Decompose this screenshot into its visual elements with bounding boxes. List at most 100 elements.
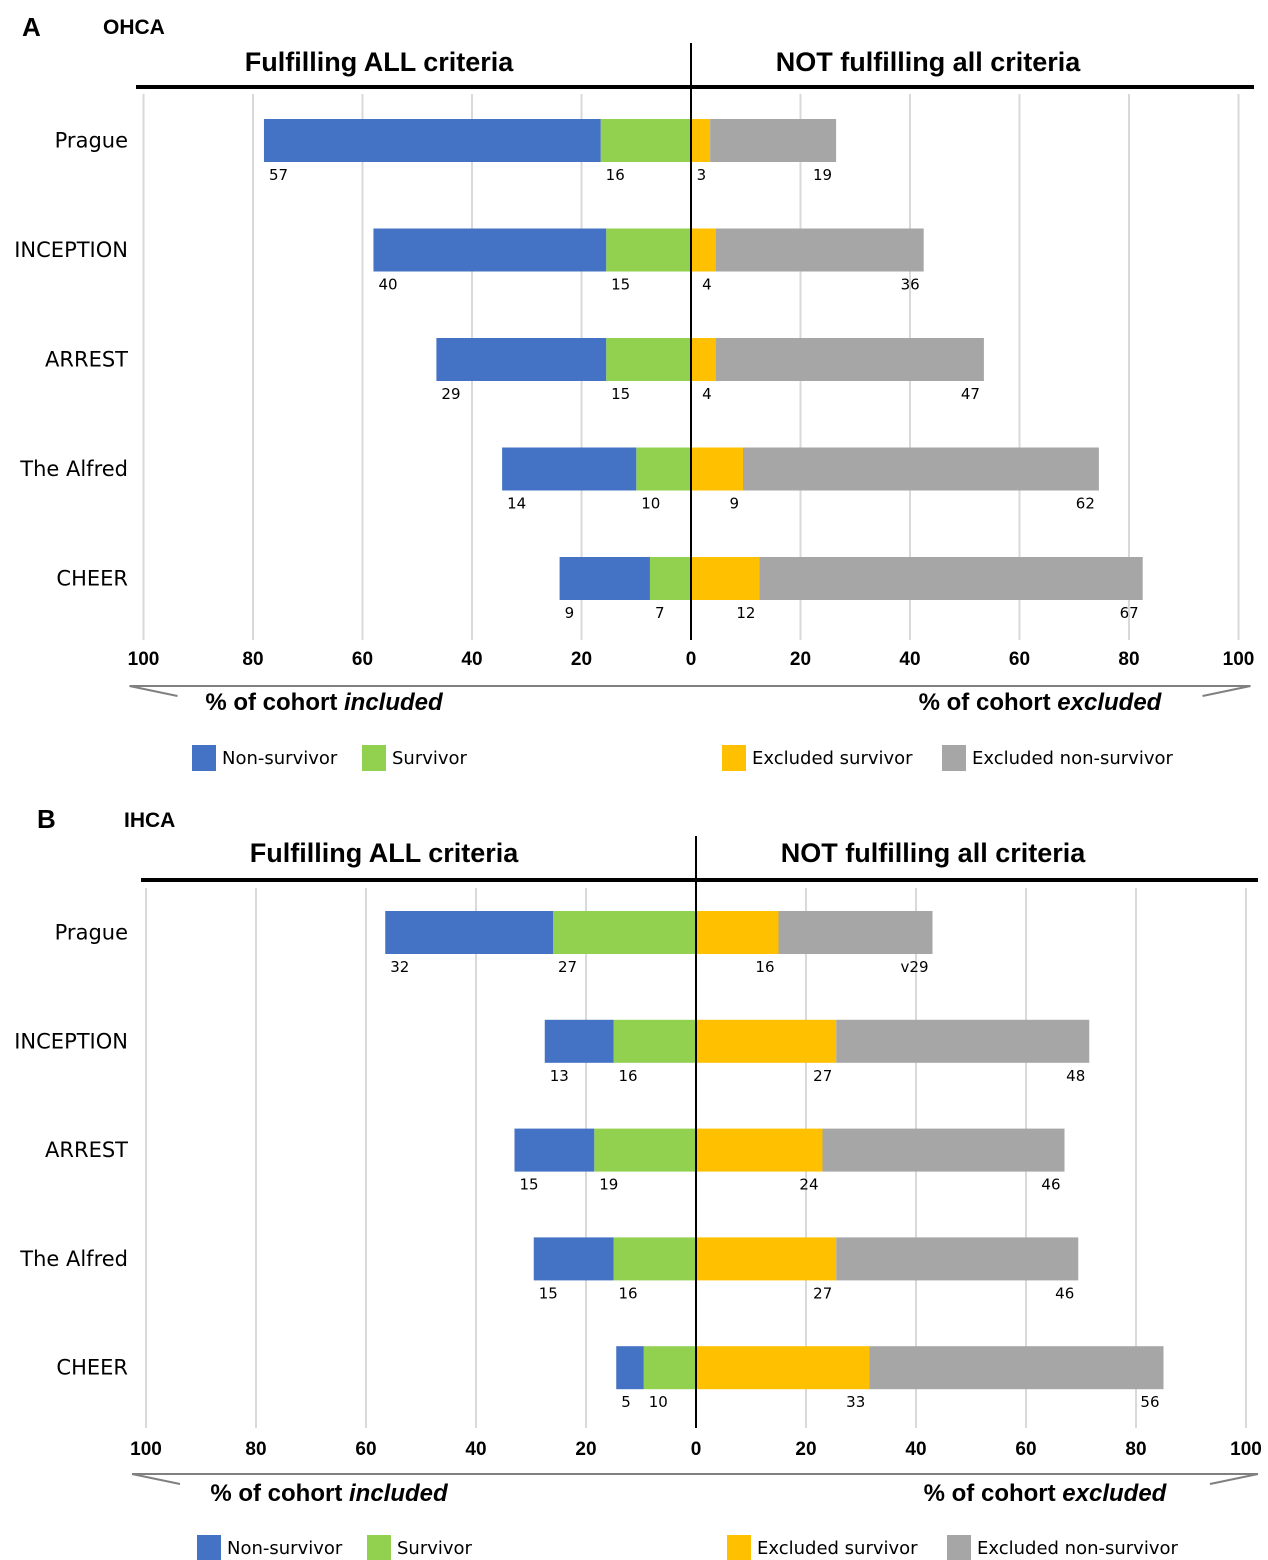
bar-survivor [649, 557, 691, 600]
data-label: 12 [736, 604, 755, 622]
data-label: 3 [697, 166, 707, 184]
bar-non-survivor [373, 228, 607, 272]
header-included: Fulfilling ALL criteria [250, 838, 520, 868]
data-label: 48 [1066, 1067, 1085, 1085]
tick-label: 60 [352, 649, 373, 670]
tick-label: 20 [790, 649, 811, 670]
data-label: 15 [611, 276, 630, 294]
tick-label: 20 [795, 1439, 816, 1460]
bar-survivor [594, 1128, 696, 1172]
legend-swatch [362, 745, 386, 771]
category-label: INCEPTION [14, 1029, 128, 1053]
data-label: 14 [507, 495, 526, 513]
data-label: 27 [813, 1284, 832, 1302]
tick-label: 60 [355, 1439, 376, 1460]
bar-excluded-non-survivor [715, 228, 924, 272]
data-label: 9 [729, 495, 739, 513]
data-label: 4 [702, 385, 712, 403]
category-label: CHEER [56, 1356, 128, 1380]
data-label: v29 [901, 958, 929, 976]
data-label: 29 [441, 385, 460, 403]
bar-non-survivor [514, 1128, 595, 1172]
category-label: INCEPTION [14, 238, 128, 262]
bar-excluded-survivor [696, 1128, 823, 1172]
bar-excluded-survivor [691, 557, 760, 600]
data-label: 13 [550, 1067, 569, 1085]
panel-a: A OHCA Fulfilling ALL criteria NOT fulfi… [14, 12, 1254, 771]
tick-label: 80 [245, 1439, 266, 1460]
bar-non-survivor [436, 338, 607, 381]
tick-label: 80 [1118, 649, 1139, 670]
data-label: 15 [539, 1284, 558, 1302]
legend-label: Excluded non-survivor [977, 1538, 1178, 1559]
bar-excluded-non-survivor [778, 911, 933, 954]
legend-label: Non-survivor [227, 1538, 343, 1559]
legend-swatch [722, 745, 746, 771]
bar-excluded-survivor [691, 119, 711, 162]
plot-area: Prague 27 32 16 v29 INCEPTION 16 13 27 48 ARREST 19… [14, 836, 1262, 1560]
tick-label: 40 [905, 1439, 926, 1460]
legend-label: Non-survivor [222, 748, 338, 769]
legend-swatch [192, 745, 216, 771]
data-label: 57 [269, 166, 288, 184]
bar-non-survivor [502, 447, 637, 491]
tick-label: 80 [1125, 1439, 1146, 1460]
bar-survivor [643, 1346, 696, 1390]
data-label: 32 [390, 958, 409, 976]
data-label: 10 [649, 1393, 668, 1411]
legend-label: Survivor [397, 1538, 473, 1559]
bar-excluded-non-survivor [743, 447, 1099, 491]
axis-caption-included: % of cohort included [210, 1480, 449, 1507]
legend-label: Survivor [392, 748, 468, 769]
category-label: The Alfred [19, 1247, 128, 1271]
bar-excluded-non-survivor [836, 1019, 1090, 1063]
bar-non-survivor [616, 1346, 644, 1390]
bar-survivor [600, 119, 691, 162]
tick-label: 0 [686, 649, 697, 670]
tick-label: 0 [691, 1439, 702, 1460]
legend-label: Excluded survivor [757, 1538, 918, 1559]
tick-label: 100 [130, 1439, 162, 1460]
data-label: 16 [755, 958, 774, 976]
tick-label: 100 [128, 649, 160, 670]
chart-title: IHCA [124, 809, 175, 832]
legend-swatch [367, 1535, 391, 1560]
legend-label: Excluded survivor [752, 748, 913, 769]
data-label: 47 [961, 385, 980, 403]
data-label: 67 [1120, 604, 1139, 622]
axis-caption-included: % of cohort included [205, 689, 444, 716]
bar-excluded-non-survivor [836, 1237, 1079, 1281]
data-label: 33 [846, 1393, 865, 1411]
data-label: 19 [813, 166, 832, 184]
tick-label: 40 [899, 649, 920, 670]
data-label: 4 [702, 276, 712, 294]
data-label: 46 [1055, 1284, 1074, 1302]
legend-swatch [197, 1535, 221, 1560]
axis-bracket [131, 1473, 1259, 1485]
legend-swatch [947, 1535, 971, 1560]
panel-letter: B [37, 804, 56, 834]
bar-excluded-survivor [696, 911, 779, 954]
data-label: 16 [606, 166, 625, 184]
data-label: 15 [611, 385, 630, 403]
panel-b: B IHCA Fulfilling ALL criteria NOT fulfi… [14, 804, 1262, 1560]
bar-excluded-survivor [696, 1346, 870, 1390]
category-label: Prague [55, 129, 128, 153]
data-label: 56 [1140, 1393, 1159, 1411]
bar-excluded-non-survivor [822, 1128, 1065, 1172]
tick-label: 80 [242, 649, 263, 670]
data-label: 27 [558, 958, 577, 976]
data-label: 7 [655, 604, 665, 622]
legend-label: Excluded non-survivor [972, 748, 1173, 769]
bar-non-survivor [263, 119, 601, 162]
chart-title: OHCA [103, 16, 165, 39]
bar-non-survivor [385, 911, 553, 954]
panel-letter: A [22, 12, 41, 42]
bar-survivor [553, 911, 696, 954]
header-excluded: NOT fulfilling all criteria [781, 838, 1087, 868]
data-label: 27 [813, 1067, 832, 1085]
category-label: ARREST [45, 348, 128, 372]
header-excluded: NOT fulfilling all criteria [776, 47, 1082, 77]
bar-survivor [606, 228, 691, 272]
